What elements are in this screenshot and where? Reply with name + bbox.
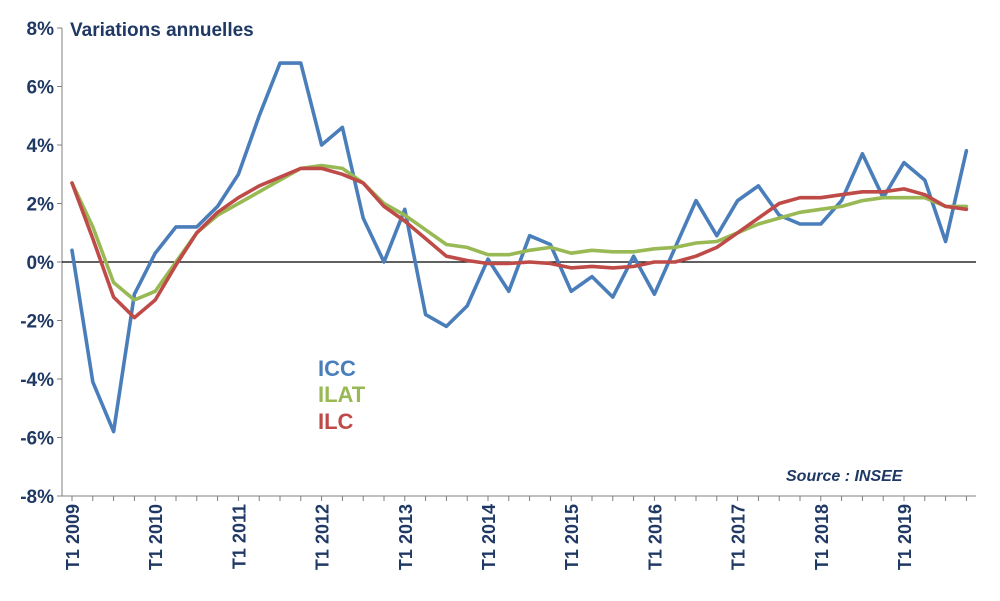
y-tick-label: 6% xyxy=(27,78,55,99)
legend-ilat: ILAT xyxy=(318,382,366,407)
y-tick-label: -2% xyxy=(20,312,54,333)
source-note: Source : INSEE xyxy=(786,468,904,485)
y-tick-label: 2% xyxy=(27,195,55,216)
x-tick-label: T1 2019 xyxy=(895,504,915,570)
x-tick-label: T1 2018 xyxy=(812,504,832,570)
legend-ilc: ILC xyxy=(318,409,354,434)
series-lines xyxy=(70,61,969,434)
y-tick-label: 4% xyxy=(27,136,55,157)
x-tick-label: T1 2016 xyxy=(645,504,665,570)
series-line-ilat xyxy=(70,163,969,302)
legend: ICC ILAT ILC xyxy=(318,356,366,434)
x-tick-label: T1 2012 xyxy=(313,504,333,570)
x-tick-label: T1 2017 xyxy=(729,504,749,570)
series-line-ilc xyxy=(70,166,969,320)
x-tick-label: T1 2014 xyxy=(479,504,499,570)
y-axis-ticks: -8% -6% -4% -2% 0% 2% 4% 6% 8% xyxy=(20,19,62,508)
x-axis-ticks: T1 2009 T1 2010 T1 2011 T1 2012 T1 2013 T1 20… xyxy=(63,496,967,570)
x-tick-label: T1 2013 xyxy=(396,504,416,570)
x-tick-label: T1 2009 xyxy=(63,504,83,570)
y-tick-label: 0% xyxy=(27,253,55,274)
x-tick-label: T1 2011 xyxy=(229,504,249,569)
x-tick-label: T1 2015 xyxy=(562,504,582,570)
y-tick-label: -6% xyxy=(20,429,54,450)
y-tick-label: -8% xyxy=(20,487,54,508)
x-tick-label: T1 2010 xyxy=(146,504,166,570)
y-tick-label: -4% xyxy=(20,370,54,391)
chart-title: Variations annuelles xyxy=(70,20,254,41)
legend-icc: ICC xyxy=(318,356,356,381)
y-tick-label: 8% xyxy=(27,19,55,40)
